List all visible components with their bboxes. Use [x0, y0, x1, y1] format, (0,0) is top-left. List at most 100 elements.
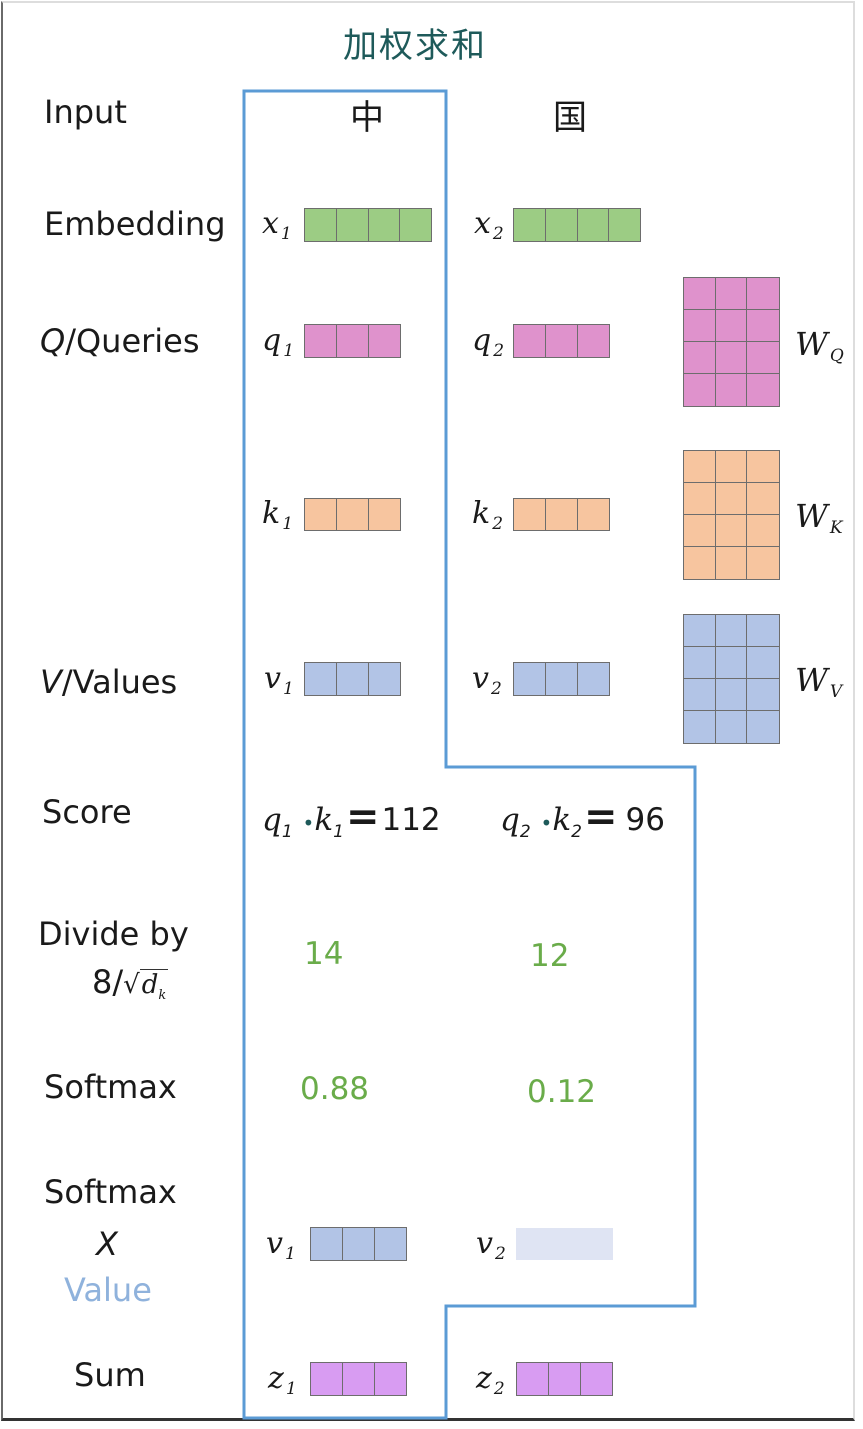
weight-label-wk-letter: W — [795, 497, 828, 535]
score-1-q-sub: 1 — [281, 822, 293, 843]
var-z2-sub: 2 — [493, 1379, 505, 1399]
score-2: q2 •k2= 96 — [500, 794, 665, 842]
var-v2-sub: 2 — [490, 679, 502, 699]
weight-matrix-wk — [683, 450, 780, 580]
label-values-symbol: V — [40, 663, 62, 701]
output-vector-z1 — [310, 1362, 407, 1396]
var-v1-letter: v — [264, 661, 281, 696]
label-values-text: /Values — [61, 663, 178, 701]
label-values: V/Values — [40, 663, 177, 701]
var-x2-sub: 2 — [492, 224, 504, 244]
label-embedding: Embedding — [44, 205, 226, 243]
score-2-q: q — [500, 802, 520, 838]
label-divide-line2: 8/√dk — [92, 963, 169, 1004]
var-q1-sub: 1 — [283, 341, 295, 361]
var-v1-weighted-letter: v — [266, 1226, 283, 1261]
label-softmax-x-value-2: X — [96, 1225, 118, 1263]
softmax-value-2: 0.12 — [527, 1074, 597, 1110]
var-z1-letter: z — [268, 1361, 284, 1396]
label-divide-line1: Divide by — [38, 915, 189, 953]
label-queries-text: /Queries — [65, 322, 200, 360]
weight-matrix-wv — [683, 614, 780, 744]
var-v2-weighted-sub: 2 — [494, 1244, 506, 1264]
label-queries-symbol: Q — [40, 322, 66, 360]
divided-value-1: 14 — [304, 936, 344, 972]
label-sum: Sum — [74, 1356, 146, 1394]
key-vector-k2 — [513, 498, 610, 531]
label-divide-eight: 8/ — [92, 963, 124, 1001]
var-q2-sub: 2 — [493, 341, 505, 361]
label-softmax-x-value-3: Value — [64, 1271, 152, 1309]
weight-label-wv-letter: W — [795, 661, 828, 699]
label-softmax-x-value-1: Softmax — [44, 1173, 177, 1211]
var-q2-letter: q — [472, 323, 492, 358]
var-k1-letter: k — [262, 496, 281, 531]
weighted-value-vector-v1 — [310, 1227, 407, 1261]
label-softmax: Softmax — [44, 1068, 177, 1106]
score-2-dot: • — [540, 811, 553, 835]
divided-value-2: 12 — [530, 938, 570, 974]
var-v1-sub: 1 — [282, 679, 294, 699]
weight-matrix-wq — [683, 277, 780, 407]
score-1-q: q — [262, 802, 282, 838]
var-v2-weighted-letter: v — [476, 1226, 493, 1261]
figure-title: 加权求和 — [343, 26, 487, 66]
token-guo: 国 — [553, 98, 587, 138]
score-2-k: k — [552, 802, 572, 838]
output-vector-z2 — [516, 1362, 613, 1396]
score-2-q-sub: 2 — [519, 822, 531, 843]
softmax-value-1: 0.88 — [300, 1071, 370, 1107]
var-v1-weighted-sub: 1 — [284, 1244, 296, 1264]
var-x2-letter: x — [474, 206, 491, 241]
score-1-k: k — [314, 802, 334, 838]
key-vector-k1 — [304, 498, 401, 531]
query-vector-q1 — [304, 324, 401, 358]
embedding-vector-x1 — [304, 208, 432, 242]
weighted-value-vector-v2 — [516, 1228, 613, 1260]
label-input: Input — [44, 93, 127, 131]
var-x1-sub: 1 — [280, 224, 292, 244]
sqrt-k: k — [158, 988, 167, 1004]
score-1-equals: = — [345, 794, 380, 840]
score-1-value: 112 — [381, 802, 441, 838]
token-zhong: 中 — [350, 98, 384, 138]
score-2-k-sub: 2 — [571, 822, 582, 843]
var-z2-letter: z — [476, 1361, 492, 1396]
score-2-value: 96 — [625, 802, 665, 838]
var-z1-sub: 1 — [285, 1379, 297, 1399]
weight-label-wq-letter: W — [795, 325, 828, 363]
score-1-k-sub: 1 — [333, 822, 344, 843]
var-q1-letter: q — [262, 323, 282, 358]
weight-label-wk-sub: K — [829, 518, 843, 538]
label-score: Score — [42, 793, 132, 831]
weight-label-wv-sub: V — [829, 682, 843, 702]
var-k2-letter: k — [472, 496, 491, 531]
score-1: q1 •k1=112 — [262, 794, 441, 842]
var-v2-letter: v — [472, 661, 489, 696]
score-1-dot: • — [302, 811, 315, 835]
embedding-vector-x2 — [513, 208, 641, 242]
sqrt-symbol: √dk — [123, 969, 169, 1004]
var-k2-sub: 2 — [492, 514, 504, 534]
value-vector-v1 — [304, 662, 401, 696]
var-k1-sub: 1 — [282, 514, 294, 534]
score-2-equals: = — [583, 794, 618, 840]
sqrt-d: d — [141, 970, 159, 1000]
label-queries: Q/Queries — [40, 322, 200, 360]
